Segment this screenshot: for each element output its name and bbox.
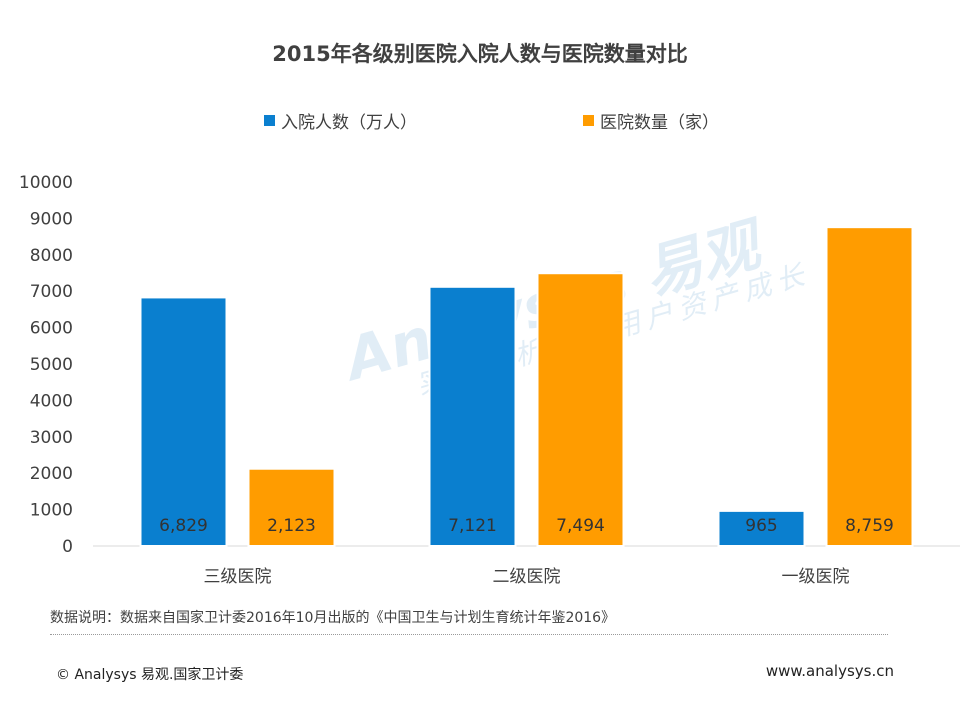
data-label: 8,759 [845, 516, 894, 536]
y-tick-label: 1000 [30, 501, 73, 521]
chart-title: 2015年各级别医院入院人数与医院数量对比 [272, 42, 688, 66]
bar-hospitals [536, 272, 625, 547]
data-label: 2,123 [267, 516, 316, 536]
legend: 入院人数（万人） 医院数量（家） [0, 108, 960, 133]
legend-label-hospitals: 医院数量（家） [600, 113, 719, 133]
data-label: 965 [745, 516, 777, 536]
legend-label-admissions: 入院人数（万人） [281, 113, 417, 133]
y-tick-label: 4000 [30, 391, 73, 411]
y-tick-label: 2000 [30, 464, 73, 484]
copyright-text: © Analysys 易观.国家卫计委 [56, 667, 244, 683]
y-tick-label: 9000 [30, 209, 73, 229]
y-tick-label: 10000 [19, 173, 73, 193]
x-tick-label: 三级医院 [204, 567, 272, 587]
data-label: 7,494 [556, 516, 605, 536]
bar-admissions [428, 285, 517, 547]
x-tick-label: 一级医院 [782, 567, 850, 587]
legend-swatch-orange [583, 115, 594, 126]
y-tick-label: 6000 [30, 319, 73, 339]
data-label: 7,121 [448, 516, 497, 536]
bar-hospitals [247, 467, 336, 548]
legend-swatch-blue [264, 115, 275, 126]
bar-admissions [717, 509, 806, 547]
website-link[interactable]: www.analysys.cn [765, 662, 894, 680]
data-source-note: 数据说明：数据来自国家卫计委2016年10月出版的《中国卫生与计划生育统计年鉴2… [50, 610, 616, 626]
bar-hospitals [825, 226, 914, 547]
bar-admissions [139, 296, 228, 548]
legend-item-admissions: 入院人数（万人） [264, 108, 417, 133]
y-tick-label: 0 [62, 537, 73, 557]
y-tick-label: 5000 [30, 355, 73, 375]
y-tick-label: 7000 [30, 282, 73, 302]
data-label: 6,829 [159, 516, 208, 536]
y-tick-label: 3000 [30, 428, 73, 448]
legend-item-hospitals: 医院数量（家） [583, 108, 719, 133]
note-divider [50, 634, 888, 635]
x-tick-label: 二级医院 [493, 567, 561, 587]
y-tick-label: 8000 [30, 246, 73, 266]
